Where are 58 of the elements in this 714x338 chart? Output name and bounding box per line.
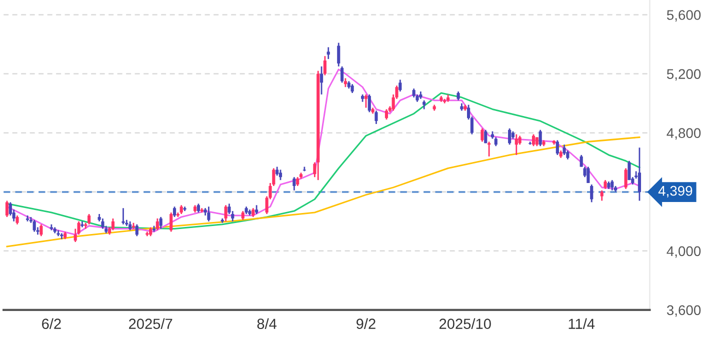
x-tick-label: 2025/10 (440, 318, 491, 329)
candlestick (398, 79, 402, 92)
candlestick (159, 216, 162, 230)
candlestick (508, 128, 512, 146)
candlestick (368, 94, 371, 113)
candlestick (323, 55, 326, 76)
candlestick (514, 134, 518, 156)
candlestick (101, 218, 104, 230)
x-tick-label: 9/2 (356, 318, 376, 329)
candlestick (538, 129, 542, 147)
candlestick (122, 207, 125, 226)
candlestick (111, 218, 115, 231)
candlestick (172, 206, 176, 218)
candlestick (292, 176, 296, 192)
candlestick (374, 110, 378, 125)
candlestick (231, 210, 234, 222)
line-series (6, 92, 640, 230)
candlestick (337, 42, 340, 68)
candlestick (610, 179, 614, 192)
candlestick (170, 212, 173, 232)
y-tick-label: 3,600 (666, 305, 701, 317)
candlestick (628, 160, 631, 181)
candlestick (638, 146, 642, 202)
candlestick (156, 218, 159, 231)
candlestick (484, 129, 488, 144)
candlestick (480, 128, 484, 142)
x-tick-label: 2025/7 (129, 318, 172, 329)
candlestick (562, 144, 566, 156)
candlestick (384, 108, 388, 120)
y-tick-label: 4,800 (666, 128, 701, 140)
candlestick (488, 140, 491, 158)
candlestick (340, 66, 344, 84)
candlestick (40, 224, 43, 237)
x-tick-label: 6/2 (42, 318, 61, 329)
candlestick (364, 94, 368, 108)
y-tick-label: 5,200 (666, 69, 701, 81)
ref-line-label: 4,399 (658, 186, 692, 198)
candlestick (88, 213, 91, 226)
candlestick (224, 204, 228, 222)
line-series (6, 136, 640, 248)
candlestick (207, 206, 210, 222)
candlestick (624, 168, 628, 190)
x-tick-label: 8/4 (257, 318, 277, 329)
candlestick (556, 140, 559, 156)
candlestick (600, 190, 604, 202)
candlestick (32, 219, 36, 232)
candlestick (320, 66, 324, 96)
candlestick (278, 169, 282, 181)
candlestick (5, 200, 9, 218)
candlestick (590, 184, 594, 203)
candlestick (326, 46, 330, 60)
candlestick (532, 134, 536, 147)
candlestick (135, 224, 138, 237)
y-tick-label: 5,600 (666, 10, 701, 22)
x-tick-label: 11/4 (568, 318, 595, 329)
candlestick (580, 154, 583, 168)
y-tick-label: 4,000 (666, 246, 701, 258)
candlestick (586, 166, 590, 184)
